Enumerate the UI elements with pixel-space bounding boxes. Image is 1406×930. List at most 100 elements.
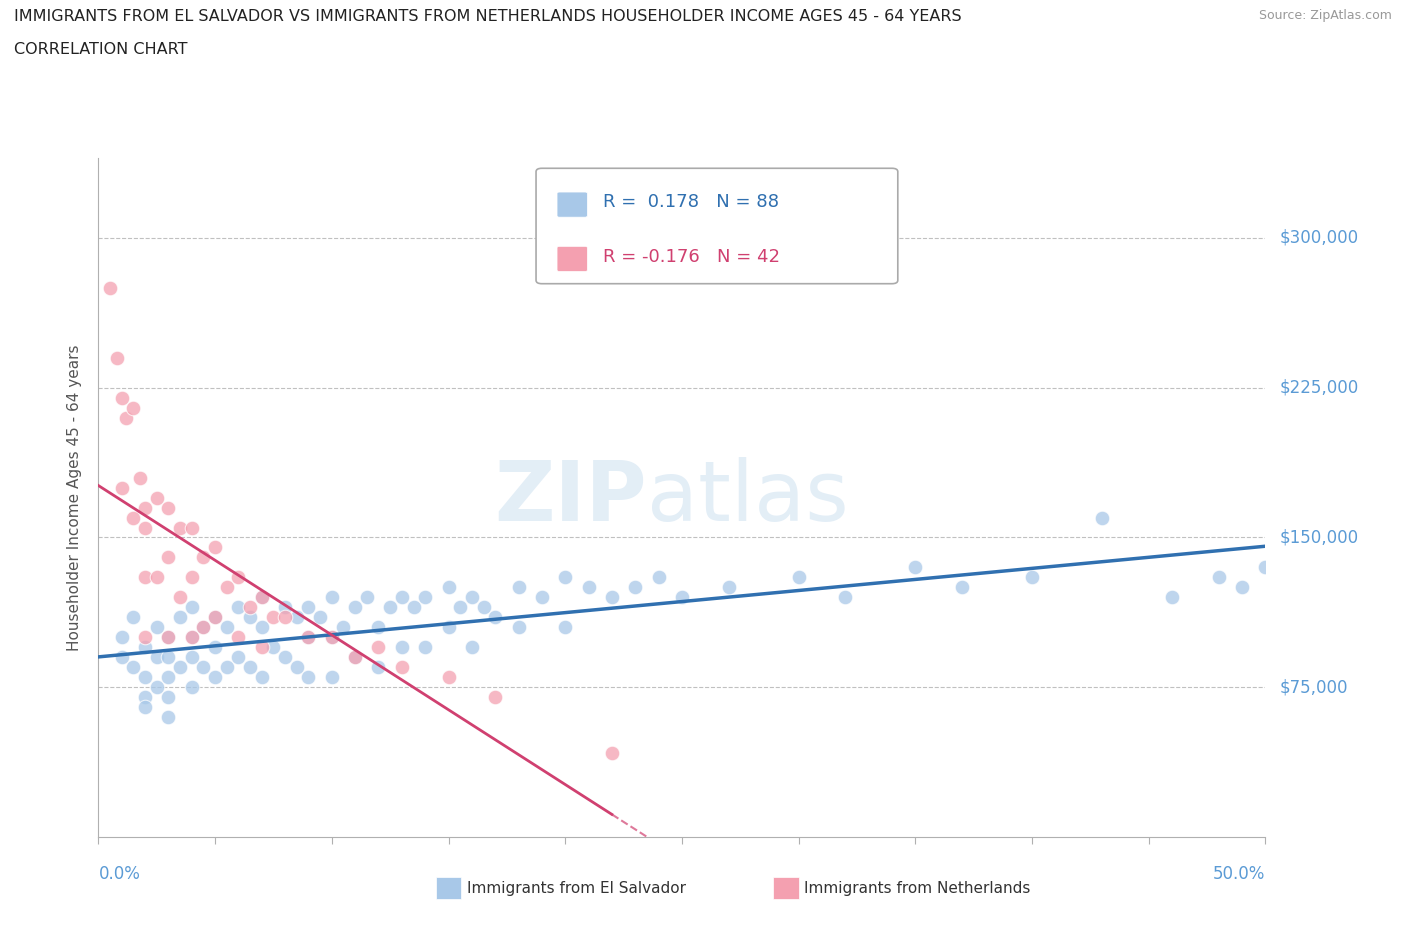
- Point: [180, 600, 202, 615]
- Point: [204, 640, 226, 655]
- Point: [169, 610, 191, 625]
- Text: $300,000: $300,000: [1279, 229, 1358, 247]
- Point: [157, 500, 180, 515]
- Point: [204, 610, 226, 625]
- Point: [391, 660, 413, 675]
- Point: [297, 670, 319, 684]
- Point: [391, 640, 413, 655]
- Y-axis label: Householder Income Ages 45 - 64 years: Householder Income Ages 45 - 64 years: [67, 344, 83, 651]
- Point: [146, 490, 169, 505]
- Point: [262, 640, 284, 655]
- Point: [250, 590, 273, 604]
- Point: [309, 610, 332, 625]
- Point: [297, 630, 319, 644]
- Point: [250, 640, 273, 655]
- Point: [215, 580, 238, 595]
- Point: [904, 560, 927, 575]
- Point: [193, 620, 215, 635]
- Point: [402, 600, 425, 615]
- Point: [180, 650, 202, 665]
- Point: [508, 580, 530, 595]
- Point: [228, 570, 250, 585]
- Text: R = -0.176   N = 42: R = -0.176 N = 42: [603, 247, 779, 266]
- Text: 0.0%: 0.0%: [98, 865, 141, 883]
- Point: [437, 580, 460, 595]
- Point: [180, 630, 202, 644]
- Point: [274, 610, 297, 625]
- Point: [122, 610, 145, 625]
- Text: 50.0%: 50.0%: [1213, 865, 1265, 883]
- Text: atlas: atlas: [647, 457, 849, 538]
- Point: [134, 570, 156, 585]
- Point: [367, 620, 389, 635]
- Point: [157, 630, 180, 644]
- Point: [600, 746, 623, 761]
- Point: [508, 620, 530, 635]
- Point: [239, 610, 262, 625]
- Point: [215, 620, 238, 635]
- FancyBboxPatch shape: [536, 168, 898, 284]
- Point: [157, 650, 180, 665]
- Point: [600, 590, 623, 604]
- Point: [321, 670, 343, 684]
- Point: [146, 620, 169, 635]
- Point: [787, 570, 810, 585]
- Point: [239, 660, 262, 675]
- Point: [274, 650, 297, 665]
- Point: [111, 630, 134, 644]
- Point: [449, 600, 471, 615]
- Text: IMMIGRANTS FROM EL SALVADOR VS IMMIGRANTS FROM NETHERLANDS HOUSEHOLDER INCOME AG: IMMIGRANTS FROM EL SALVADOR VS IMMIGRANT…: [14, 9, 962, 24]
- Point: [262, 610, 284, 625]
- Point: [169, 590, 191, 604]
- Point: [344, 650, 367, 665]
- Point: [193, 620, 215, 635]
- Point: [484, 690, 506, 705]
- Point: [367, 660, 389, 675]
- Point: [228, 630, 250, 644]
- Point: [274, 600, 297, 615]
- Text: CORRELATION CHART: CORRELATION CHART: [14, 42, 187, 57]
- Point: [134, 640, 156, 655]
- Point: [554, 570, 576, 585]
- Point: [157, 710, 180, 724]
- Point: [105, 351, 128, 365]
- Point: [321, 590, 343, 604]
- Text: $75,000: $75,000: [1279, 678, 1348, 697]
- Point: [413, 590, 436, 604]
- Point: [180, 520, 202, 535]
- Point: [378, 600, 402, 615]
- Point: [647, 570, 669, 585]
- Text: $150,000: $150,000: [1279, 528, 1358, 547]
- Point: [285, 610, 308, 625]
- Point: [437, 620, 460, 635]
- Point: [250, 670, 273, 684]
- Point: [950, 580, 973, 595]
- FancyBboxPatch shape: [557, 193, 588, 218]
- Point: [578, 580, 600, 595]
- Point: [215, 660, 238, 675]
- Point: [204, 610, 226, 625]
- Point: [472, 600, 495, 615]
- Point: [250, 620, 273, 635]
- Point: [413, 640, 436, 655]
- Point: [146, 570, 169, 585]
- Point: [122, 510, 145, 525]
- Point: [146, 680, 169, 695]
- Point: [204, 670, 226, 684]
- Point: [157, 690, 180, 705]
- Point: [180, 680, 202, 695]
- Point: [1161, 590, 1184, 604]
- Text: Source: ZipAtlas.com: Source: ZipAtlas.com: [1258, 9, 1392, 22]
- Point: [204, 540, 226, 555]
- Text: $225,000: $225,000: [1279, 379, 1358, 397]
- Point: [193, 660, 215, 675]
- Point: [1230, 580, 1253, 595]
- Point: [111, 391, 134, 405]
- Text: Immigrants from El Salvador: Immigrants from El Salvador: [467, 881, 686, 896]
- Point: [111, 650, 134, 665]
- Point: [321, 630, 343, 644]
- Point: [169, 660, 191, 675]
- Point: [134, 699, 156, 714]
- Point: [717, 580, 740, 595]
- Point: [344, 650, 367, 665]
